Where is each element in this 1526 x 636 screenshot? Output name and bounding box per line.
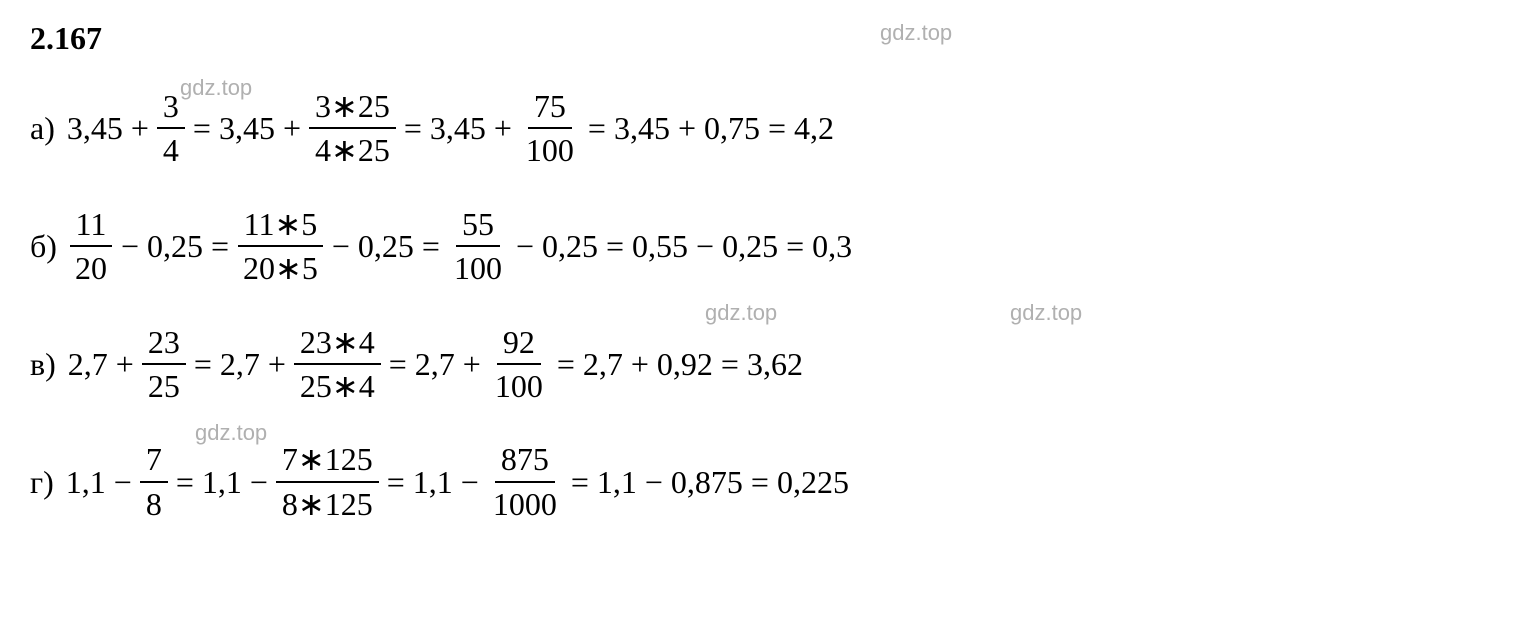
equation-text: 2,7 + bbox=[68, 345, 134, 383]
denominator: 4∗25 bbox=[309, 129, 396, 169]
numerator: 3∗25 bbox=[309, 87, 396, 129]
numerator: 11∗5 bbox=[238, 205, 324, 247]
denominator: 8∗125 bbox=[276, 483, 379, 523]
fraction: 23∗425∗4 bbox=[294, 323, 381, 406]
equation-label: б) bbox=[30, 227, 57, 265]
equation-text: = 3,45 + 0,75 = 4,2 bbox=[588, 109, 834, 147]
equation-label: а) bbox=[30, 109, 55, 147]
numerator: 55 bbox=[456, 205, 500, 247]
equation-text: = 3,45 + bbox=[404, 109, 512, 147]
denominator: 20 bbox=[69, 247, 113, 287]
problem-number: 2.167 bbox=[30, 20, 1496, 57]
equation-line: г)1,1 −78= 1,1 −7∗1258∗125= 1,1 −8751000… bbox=[30, 440, 1496, 523]
denominator: 25 bbox=[142, 365, 186, 405]
equation-text: − 0,25 = bbox=[332, 227, 440, 265]
numerator: 11 bbox=[70, 205, 113, 247]
equation-label: в) bbox=[30, 345, 56, 383]
equation-text: = 3,45 + bbox=[193, 109, 301, 147]
fraction: 1120 bbox=[69, 205, 113, 288]
fraction: 7∗1258∗125 bbox=[276, 440, 379, 523]
numerator: 23 bbox=[142, 323, 186, 365]
equation-text: − 0,25 = 0,55 − 0,25 = 0,3 bbox=[516, 227, 852, 265]
equation-text: = 2,7 + 0,92 = 3,62 bbox=[557, 345, 803, 383]
numerator: 92 bbox=[497, 323, 541, 365]
fraction: 2325 bbox=[142, 323, 186, 406]
equation-text: = 1,1 − bbox=[176, 463, 268, 501]
numerator: 3 bbox=[157, 87, 185, 129]
equation-line: б)1120− 0,25 =11∗520∗5− 0,25 =55100− 0,2… bbox=[30, 205, 1496, 288]
equation-text: 3,45 + bbox=[67, 109, 149, 147]
numerator: 7∗125 bbox=[276, 440, 379, 482]
denominator: 100 bbox=[448, 247, 508, 287]
equation-text: − 0,25 = bbox=[121, 227, 229, 265]
numerator: 875 bbox=[495, 440, 555, 482]
equation-line: а)3,45 +34= 3,45 +3∗254∗25= 3,45 +75100=… bbox=[30, 87, 1496, 170]
fraction: 8751000 bbox=[487, 440, 563, 523]
fraction: 75100 bbox=[520, 87, 580, 170]
equation-line: в)2,7 +2325= 2,7 +23∗425∗4= 2,7 +92100= … bbox=[30, 323, 1496, 406]
denominator: 1000 bbox=[487, 483, 563, 523]
denominator: 100 bbox=[489, 365, 549, 405]
denominator: 8 bbox=[140, 483, 168, 523]
numerator: 7 bbox=[140, 440, 168, 482]
equation-text: = 1,1 − bbox=[387, 463, 479, 501]
fraction: 92100 bbox=[489, 323, 549, 406]
fraction: 34 bbox=[157, 87, 185, 170]
fraction: 55100 bbox=[448, 205, 508, 288]
equation-text: = 2,7 + bbox=[389, 345, 481, 383]
denominator: 20∗5 bbox=[237, 247, 324, 287]
denominator: 25∗4 bbox=[294, 365, 381, 405]
denominator: 100 bbox=[520, 129, 580, 169]
equation-label: г) bbox=[30, 463, 54, 501]
fraction: 11∗520∗5 bbox=[237, 205, 324, 288]
equation-text: = 2,7 + bbox=[194, 345, 286, 383]
numerator: 23∗4 bbox=[294, 323, 381, 365]
fraction: 78 bbox=[140, 440, 168, 523]
denominator: 4 bbox=[157, 129, 185, 169]
equation-text: 1,1 − bbox=[66, 463, 132, 501]
equation-text: = 1,1 − 0,875 = 0,225 bbox=[571, 463, 849, 501]
numerator: 75 bbox=[528, 87, 572, 129]
fraction: 3∗254∗25 bbox=[309, 87, 396, 170]
